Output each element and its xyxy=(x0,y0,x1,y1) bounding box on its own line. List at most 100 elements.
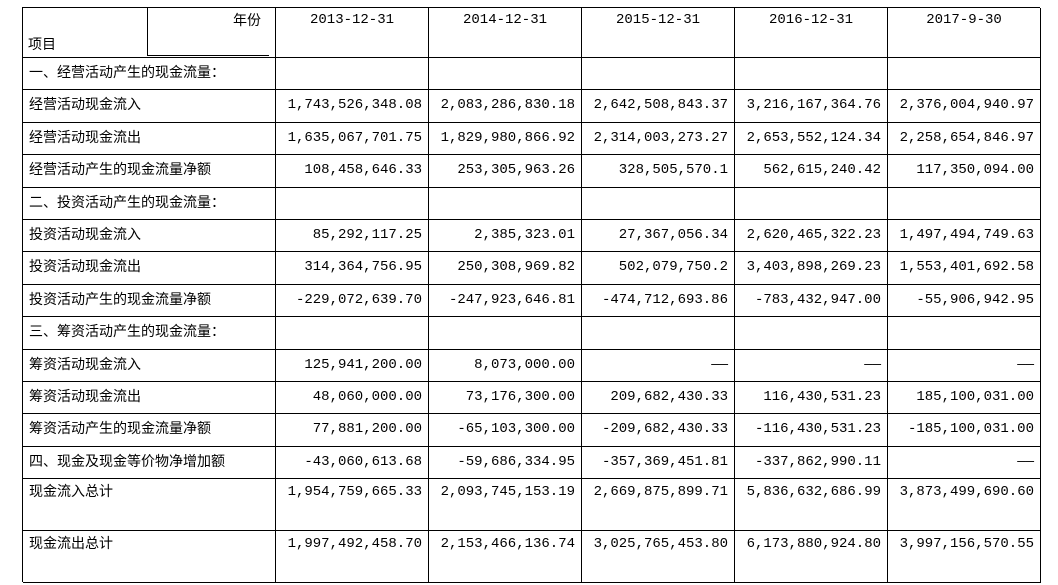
row-label: 现金流出总计 xyxy=(23,531,276,584)
empty-cell xyxy=(888,187,1041,220)
value-cell: -337,862,990.11 xyxy=(735,446,888,480)
row-label: 投资活动现金流出 xyxy=(23,252,276,285)
corner-cell xyxy=(23,8,276,58)
value-cell: 116,430,531.23 xyxy=(735,382,888,415)
value-cell: 328,505,570.1 xyxy=(582,155,735,188)
empty-cell xyxy=(735,317,888,350)
value-cell: -474,712,693.86 xyxy=(582,284,735,318)
value-cell: 2,093,745,153.19 xyxy=(429,479,582,532)
value-cell: 6,173,880,924.80 xyxy=(735,531,888,584)
value-cell: -43,060,613.68 xyxy=(276,446,429,480)
empty-cell xyxy=(429,58,582,91)
value-cell: —— xyxy=(888,446,1041,480)
row-label: 一、经营活动产生的现金流量： xyxy=(23,58,276,91)
value-cell: 1,553,401,692.58 xyxy=(888,252,1041,285)
empty-cell xyxy=(429,317,582,350)
empty-cell xyxy=(582,187,735,220)
value-cell: -116,430,531.23 xyxy=(735,414,888,447)
value-cell: 2,376,004,940.97 xyxy=(888,90,1041,123)
row-label: 经营活动现金流出 xyxy=(23,122,276,156)
value-cell: 2,642,508,843.37 xyxy=(582,90,735,123)
value-cell: 1,743,526,348.08 xyxy=(276,90,429,123)
empty-cell xyxy=(735,58,888,91)
row-label: 投资活动现金流入 xyxy=(23,220,276,253)
value-cell: 314,364,756.95 xyxy=(276,252,429,285)
value-cell: —— xyxy=(735,349,888,382)
value-cell: 73,176,300.00 xyxy=(429,382,582,415)
value-cell: -229,072,639.70 xyxy=(276,284,429,318)
row-label: 经营活动现金流入 xyxy=(23,90,276,123)
value-cell: 27,367,056.34 xyxy=(582,220,735,253)
value-cell: 562,615,240.42 xyxy=(735,155,888,188)
value-cell: -357,369,451.81 xyxy=(582,446,735,480)
table-border xyxy=(22,7,23,582)
value-cell: 2,153,466,136.74 xyxy=(429,531,582,584)
value-cell: 250,308,969.82 xyxy=(429,252,582,285)
value-cell: -55,906,942.95 xyxy=(888,284,1041,318)
row-label: 二、投资活动产生的现金流量： xyxy=(23,187,276,220)
value-cell: 3,873,499,690.60 xyxy=(888,479,1041,532)
value-cell: 2,385,323.01 xyxy=(429,220,582,253)
value-cell: -247,923,646.81 xyxy=(429,284,582,318)
value-cell: 3,216,167,364.76 xyxy=(735,90,888,123)
value-cell: 1,997,492,458.70 xyxy=(276,531,429,584)
value-cell: 3,997,156,570.55 xyxy=(888,531,1041,584)
value-cell: 108,458,646.33 xyxy=(276,155,429,188)
value-cell: 502,079,750.2 xyxy=(582,252,735,285)
row-label: 经营活动产生的现金流量净额 xyxy=(23,155,276,188)
value-cell: 125,941,200.00 xyxy=(276,349,429,382)
row-label: 筹资活动产生的现金流量净额 xyxy=(23,414,276,447)
corner-line xyxy=(147,7,148,56)
value-cell: 8,073,000.00 xyxy=(429,349,582,382)
row-label: 筹资活动现金流入 xyxy=(23,349,276,382)
value-cell: 1,635,067,701.75 xyxy=(276,122,429,156)
value-cell: —— xyxy=(582,349,735,382)
value-cell: 3,025,765,453.80 xyxy=(582,531,735,584)
corner-top: 年份 xyxy=(233,13,261,29)
value-cell: 2,258,654,846.97 xyxy=(888,122,1041,156)
value-cell: —— xyxy=(888,349,1041,382)
empty-cell xyxy=(429,187,582,220)
value-cell: 253,305,963.26 xyxy=(429,155,582,188)
corner-line xyxy=(147,55,269,56)
table-border xyxy=(22,7,1040,8)
value-cell: 117,350,094.00 xyxy=(888,155,1041,188)
row-label: 筹资活动现金流出 xyxy=(23,382,276,415)
value-cell: 2,620,465,322.23 xyxy=(735,220,888,253)
value-cell: -185,100,031.00 xyxy=(888,414,1041,447)
column-header: 2013-12-31 xyxy=(276,8,429,58)
value-cell: 2,669,875,899.71 xyxy=(582,479,735,532)
empty-cell xyxy=(276,317,429,350)
value-cell: 1,954,759,665.33 xyxy=(276,479,429,532)
empty-cell xyxy=(582,58,735,91)
empty-cell xyxy=(276,58,429,91)
row-label: 四、现金及现金等价物净增加额 xyxy=(23,446,276,480)
value-cell: -209,682,430.33 xyxy=(582,414,735,447)
empty-cell xyxy=(582,317,735,350)
value-cell: 5,836,632,686.99 xyxy=(735,479,888,532)
value-cell: 85,292,117.25 xyxy=(276,220,429,253)
row-label: 三、筹资活动产生的现金流量： xyxy=(23,317,276,350)
value-cell: 48,060,000.00 xyxy=(276,382,429,415)
value-cell: 3,403,898,269.23 xyxy=(735,252,888,285)
column-header: 2015-12-31 xyxy=(582,8,735,58)
value-cell: 1,829,980,866.92 xyxy=(429,122,582,156)
value-cell: -65,103,300.00 xyxy=(429,414,582,447)
value-cell: -59,686,334.95 xyxy=(429,446,582,480)
value-cell: 2,083,286,830.18 xyxy=(429,90,582,123)
value-cell: 77,881,200.00 xyxy=(276,414,429,447)
empty-cell xyxy=(276,187,429,220)
value-cell: 2,653,552,124.34 xyxy=(735,122,888,156)
empty-cell xyxy=(888,317,1041,350)
value-cell: 185,100,031.00 xyxy=(888,382,1041,415)
empty-cell xyxy=(888,58,1041,91)
row-label: 投资活动产生的现金流量净额 xyxy=(23,284,276,318)
column-header: 2014-12-31 xyxy=(429,8,582,58)
row-label: 现金流入总计 xyxy=(23,479,276,532)
value-cell: 1,497,494,749.63 xyxy=(888,220,1041,253)
corner-bottom: 项目 xyxy=(28,37,56,53)
column-header: 2016-12-31 xyxy=(735,8,888,58)
empty-cell xyxy=(735,187,888,220)
value-cell: 2,314,003,273.27 xyxy=(582,122,735,156)
